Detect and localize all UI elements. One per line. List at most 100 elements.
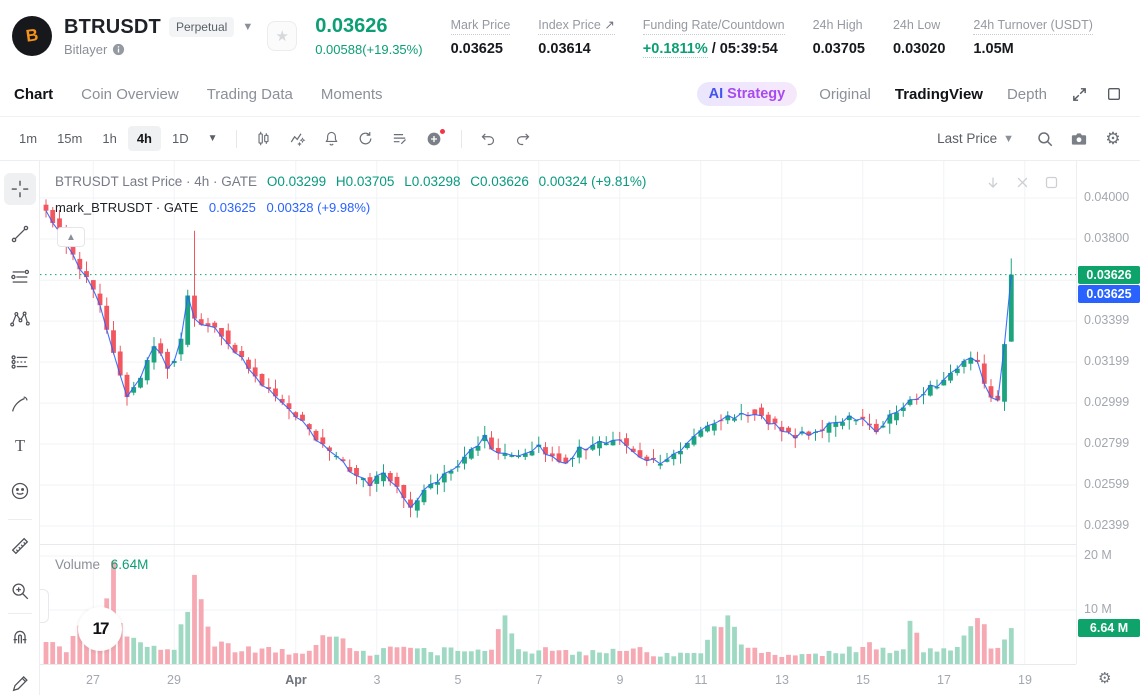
tab-chart[interactable]: Chart	[14, 85, 54, 103]
timeframe-dropdown-caret[interactable]: ▼	[207, 133, 218, 144]
price-pane[interactable]	[40, 161, 1076, 544]
stat-label: Funding Rate/Countdown	[642, 18, 785, 35]
price-axis-label: 0.02399	[1084, 518, 1130, 532]
redo-icon[interactable]	[509, 125, 537, 153]
stat-label: Index Price	[538, 17, 601, 32]
new-window-icon[interactable]	[1106, 86, 1122, 102]
legend-change: 0.00324 (+9.81%)	[538, 174, 647, 189]
time-axis-label: 17	[937, 673, 951, 687]
info-icon[interactable]	[112, 43, 125, 56]
time-axis-label: 13	[775, 673, 789, 687]
timeframe-4h[interactable]: 4h	[127, 126, 161, 151]
view-depth[interactable]: Depth	[1006, 85, 1047, 103]
timeframe-1m[interactable]: 1m	[19, 131, 38, 146]
pane-move-down-icon[interactable]	[985, 175, 1001, 191]
tab-trading-data[interactable]: Trading Data	[206, 85, 293, 103]
price-axis[interactable]: 0.04000 0.03800 0.03399 0.03199 0.02999 0.027…	[1076, 161, 1140, 664]
refresh-icon[interactable]	[352, 125, 380, 153]
chart-toolbar: 1m 15m 1h 4h 1D ▼ Last Price ▼ ⚙	[0, 117, 1140, 161]
settings-gear-icon[interactable]: ⚙	[1105, 128, 1121, 148]
ai-strategy-button[interactable]: AI Strategy	[696, 82, 798, 106]
fib-retracement-tool-icon[interactable]	[7, 264, 33, 290]
chart-style-icon[interactable]	[250, 125, 278, 153]
price-axis-label: 0.03800	[1084, 231, 1130, 245]
header: B BTRUSDT Perpetual ▼ Bitlayer ★ 0.03626…	[0, 0, 1140, 72]
time-axis-label: Apr	[285, 673, 307, 687]
xabcd-pattern-tool-icon[interactable]	[7, 306, 33, 332]
brush-tool-icon[interactable]	[7, 391, 33, 417]
pane-maximize-icon[interactable]	[1044, 175, 1059, 190]
legend-high: H0.03705	[335, 174, 395, 189]
stat-24h-turnover: 24h Turnover (USDT) 1.05M	[973, 16, 1093, 57]
timeframe-1h[interactable]: 1h	[102, 131, 117, 146]
symbol-dropdown-caret[interactable]: ▼	[242, 21, 254, 33]
projection-tool-icon[interactable]	[7, 349, 33, 375]
price-axis-label: 0.04000	[1084, 190, 1130, 204]
last-price: 0.03626	[315, 15, 388, 37]
stat-label: Mark Price	[450, 18, 511, 35]
token-logo: B	[12, 16, 52, 56]
undo-icon[interactable]	[475, 125, 503, 153]
page-tabs: Chart Coin Overview Trading Data Moments…	[0, 72, 1140, 117]
camera-icon[interactable]	[1065, 125, 1093, 153]
tradingview-logo[interactable]: 17	[78, 607, 122, 651]
pane-close-icon[interactable]	[1015, 175, 1030, 190]
price-mode-label: Last Price	[937, 131, 998, 146]
search-icon[interactable]	[1031, 125, 1059, 153]
zoom-in-tool-icon[interactable]	[7, 578, 33, 604]
add-plot-icon[interactable]	[420, 125, 448, 153]
external-link-icon[interactable]: ↗	[604, 17, 615, 32]
price-axis-label: 0.03199	[1084, 354, 1130, 368]
axis-settings-gear-icon[interactable]: ⚙	[1098, 670, 1112, 687]
notification-dot	[438, 127, 446, 135]
edit-pencil-tool-icon[interactable]	[7, 669, 33, 695]
volume-axis-label: 20 M	[1084, 548, 1112, 562]
time-axis-label: 7	[535, 673, 543, 687]
emoji-tool-icon[interactable]	[7, 478, 33, 504]
time-axis-label: 9	[616, 673, 624, 687]
measure-ruler-tool-icon[interactable]	[7, 533, 33, 559]
stat-label: 24h Turnover (USDT)	[973, 18, 1093, 35]
market-stats: Mark Price 0.03625 Index Price ↗ 0.03614…	[450, 16, 1093, 58]
legend-open: O0.03299	[266, 174, 327, 189]
view-original[interactable]: Original	[819, 85, 871, 103]
legend-mark-title: mark_BTRUSDT · GATE	[55, 200, 199, 215]
volume-pane[interactable]	[40, 544, 1076, 664]
stat-value: 0.03020	[892, 40, 946, 57]
stat-24h-low: 24h Low 0.03020	[893, 16, 945, 57]
indicators-icon[interactable]	[284, 125, 312, 153]
legend-close: C0.03626	[470, 174, 529, 189]
chart-canvas[interactable]: BTRUSDT Last Price · 4h · GATE O0.03299 …	[40, 161, 1140, 695]
view-tradingview[interactable]: TradingView	[894, 85, 983, 103]
price-mode-dropdown[interactable]: Last Price ▼	[937, 131, 1014, 146]
price-axis-label: 0.02599	[1084, 477, 1130, 491]
trend-line-tool-icon[interactable]	[7, 221, 33, 247]
time-axis-label: 29	[167, 673, 181, 687]
legend-low: L0.03298	[404, 174, 461, 189]
tab-coin-overview[interactable]: Coin Overview	[81, 85, 179, 103]
chart-legend-mark: mark_BTRUSDT · GATE 0.03625 0.00328 (+9.…	[55, 200, 370, 215]
stat-index-price: Index Price ↗ 0.03614	[538, 16, 615, 57]
chart-legend-main: BTRUSDT Last Price · 4h · GATE O0.03299 …	[55, 174, 646, 189]
stat-label: 24h Low	[892, 17, 941, 32]
stat-mark-price: Mark Price 0.03625	[450, 16, 511, 57]
alert-icon[interactable]	[318, 125, 346, 153]
templates-icon[interactable]	[386, 125, 414, 153]
stat-value: 0.03625	[450, 40, 503, 57]
mark-price-badge: 0.03625	[1078, 285, 1140, 303]
favorite-star-button[interactable]: ★	[267, 21, 298, 51]
tab-moments[interactable]: Moments	[320, 85, 383, 103]
symbol-title: BTRUSDT	[64, 15, 161, 38]
funding-countdown: / 05:39:54	[707, 40, 778, 57]
timeframe-15m[interactable]: 15m	[57, 131, 83, 146]
time-axis[interactable]: 27 29 Apr 3 5 7 9 11 13 15 17 19	[40, 664, 1076, 695]
timeframe-1d[interactable]: 1D	[172, 131, 189, 146]
text-tool-icon[interactable]: T	[7, 433, 33, 459]
stat-value: 0.03705	[812, 40, 865, 57]
magnet-tool-icon[interactable]	[7, 623, 33, 649]
stat-24h-high: 24h High 0.03705	[813, 16, 865, 57]
object-tree-handle[interactable]	[40, 589, 49, 623]
legend-collapse-button[interactable]: ▲	[57, 227, 85, 247]
fullscreen-icon[interactable]	[1071, 86, 1088, 103]
crosshair-tool-icon[interactable]	[4, 173, 36, 205]
